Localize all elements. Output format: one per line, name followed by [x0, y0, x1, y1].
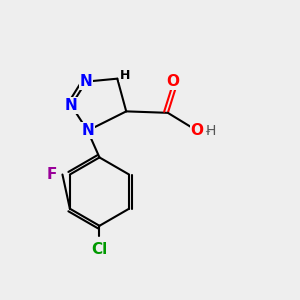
- Text: H: H: [206, 124, 216, 138]
- Text: Cl: Cl: [91, 242, 108, 257]
- Text: O: O: [190, 123, 203, 138]
- Text: N: N: [80, 74, 92, 89]
- Text: F: F: [47, 167, 57, 182]
- Text: N: N: [65, 98, 78, 113]
- Text: H: H: [119, 69, 130, 82]
- Text: O: O: [167, 74, 180, 89]
- Text: N: N: [81, 123, 94, 138]
